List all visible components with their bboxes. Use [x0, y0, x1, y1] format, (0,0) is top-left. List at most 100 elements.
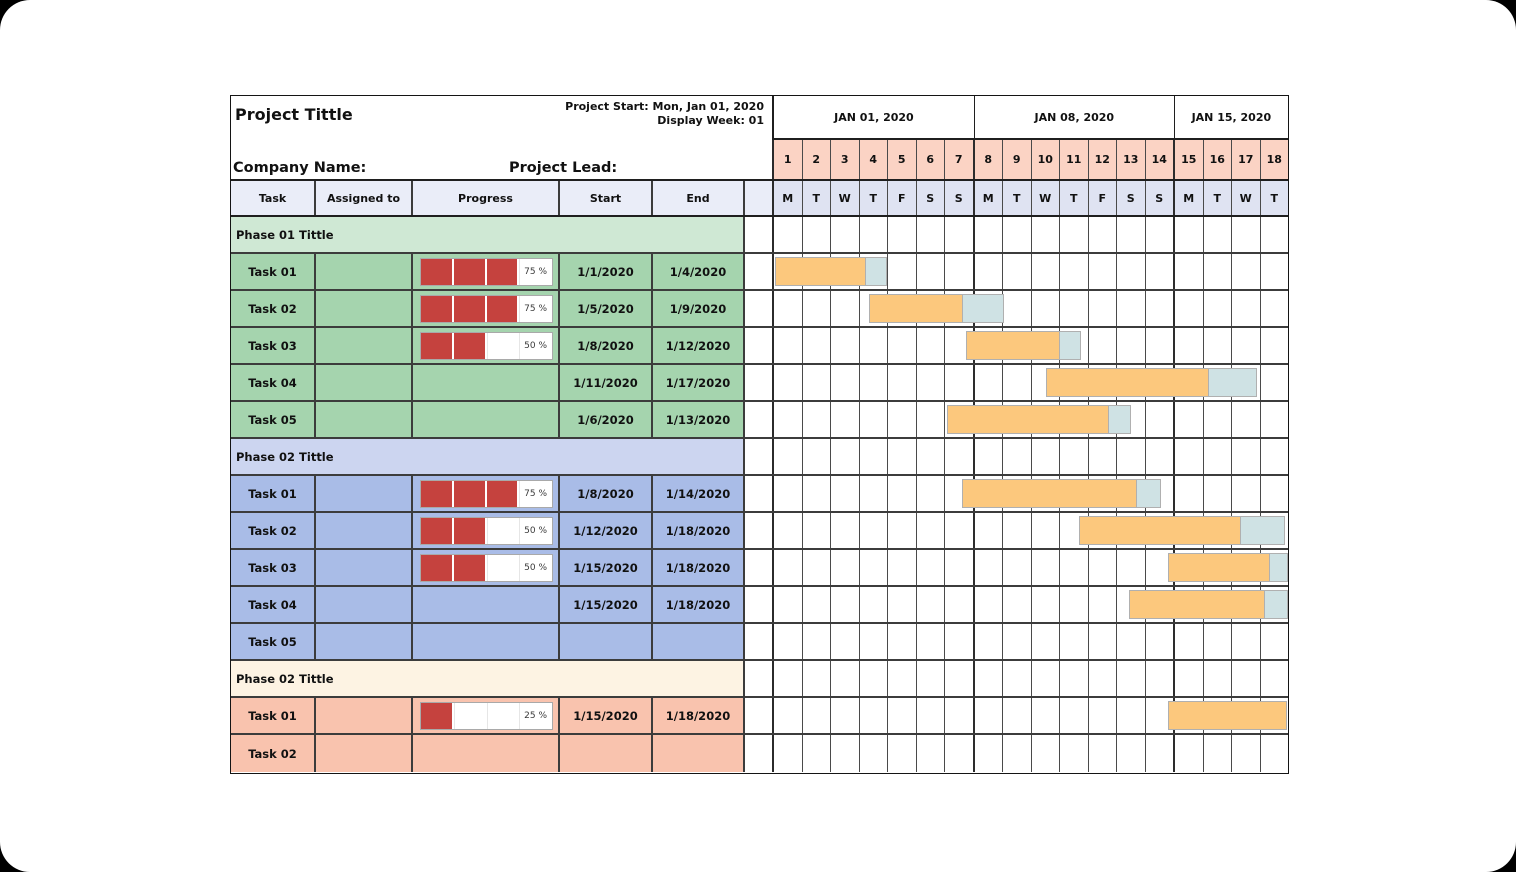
day-grid-cell	[801, 735, 831, 772]
company-name-label[interactable]: Company Name:	[233, 160, 367, 176]
end-date-cell[interactable]: 1/18/2020	[651, 587, 743, 622]
day-grid-cell	[774, 476, 802, 511]
task-name-cell[interactable]: Task 01	[231, 698, 314, 733]
task-name-cell[interactable]: Task 01	[231, 476, 314, 511]
progress-label: 50 %	[524, 341, 547, 351]
assigned-to-cell[interactable]	[314, 402, 411, 437]
assigned-to-cell[interactable]	[314, 624, 411, 659]
day-grid-cell	[1144, 698, 1174, 733]
start-date-cell[interactable]: 1/12/2020	[558, 513, 651, 548]
end-date-cell[interactable]: 1/12/2020	[651, 328, 743, 363]
day-grid-cell	[1202, 439, 1232, 474]
progress-segment	[519, 333, 552, 359]
task-name-cell[interactable]: Task 02	[231, 291, 314, 326]
gantt-bar-remaining	[1264, 590, 1288, 619]
day-grid-cell	[1173, 476, 1203, 511]
progress-cell[interactable]: 50 %	[411, 513, 558, 548]
project-title[interactable]: Project Tittle	[235, 105, 353, 124]
day-grid-cell	[858, 698, 888, 733]
progress-cell[interactable]: 75 %	[411, 476, 558, 511]
progress-cell[interactable]: 50 %	[411, 328, 558, 363]
assigned-to-cell[interactable]	[314, 698, 411, 733]
phase-title-row: Phase 01 Tittle	[231, 217, 1288, 254]
end-date-cell[interactable]: 1/18/2020	[651, 698, 743, 733]
progress-cell[interactable]: 75 %	[411, 291, 558, 326]
progress-cell[interactable]: 25 %	[411, 698, 558, 733]
day-grid-cell	[1116, 624, 1145, 659]
company-block: Company Name: Project Lead:	[231, 140, 772, 179]
start-date-cell[interactable]: 1/15/2020	[558, 698, 651, 733]
start-date-cell[interactable]	[558, 735, 651, 772]
gap-cell	[743, 661, 772, 696]
progress-cell[interactable]	[411, 624, 558, 659]
end-date-cell[interactable]: 1/18/2020	[651, 550, 743, 585]
day-grid-cell	[915, 735, 945, 772]
start-date-cell[interactable]: 1/15/2020	[558, 587, 651, 622]
day-grid-cell	[1231, 439, 1260, 474]
day-grid-cell	[1030, 217, 1060, 252]
day-letter-cell: T	[1259, 181, 1288, 215]
gantt-bar-progress	[1079, 516, 1241, 545]
task-name-cell[interactable]: Task 03	[231, 328, 314, 363]
day-grid-cell	[915, 698, 945, 733]
gap-cell	[743, 254, 772, 289]
day-grid-cell	[1059, 624, 1088, 659]
progress-cell[interactable]	[411, 365, 558, 400]
start-date-cell[interactable]	[558, 624, 651, 659]
phase-title-cell[interactable]: Phase 02 Tittle	[231, 661, 743, 696]
end-date-cell[interactable]: 1/18/2020	[651, 513, 743, 548]
phase-title-cell[interactable]: Phase 02 Tittle	[231, 439, 743, 474]
task-name-cell[interactable]: Task 03	[231, 550, 314, 585]
assigned-to-cell[interactable]	[314, 365, 411, 400]
assigned-to-cell[interactable]	[314, 587, 411, 622]
start-date-cell[interactable]: 1/11/2020	[558, 365, 651, 400]
day-grid-cell	[972, 661, 1003, 696]
day-grid-cell	[1116, 291, 1145, 326]
assigned-to-cell[interactable]	[314, 550, 411, 585]
progress-bar: 75 %	[420, 295, 553, 323]
progress-segment	[453, 481, 487, 507]
task-name-cell[interactable]: Task 04	[231, 365, 314, 400]
end-date-cell[interactable]: 1/17/2020	[651, 365, 743, 400]
progress-cell[interactable]: 75 %	[411, 254, 558, 289]
start-date-cell[interactable]: 1/5/2020	[558, 291, 651, 326]
day-grid-cell	[887, 476, 916, 511]
phase-title-cell[interactable]: Phase 01 Tittle	[231, 217, 743, 252]
task-name-cell[interactable]: Task 02	[231, 513, 314, 548]
day-grid-cell	[1002, 291, 1031, 326]
task-name-cell[interactable]: Task 02	[231, 735, 314, 772]
day-letter-cell: W	[830, 181, 859, 215]
day-grid-cell	[1144, 254, 1174, 289]
task-name-cell[interactable]: Task 01	[231, 254, 314, 289]
task-name-cell[interactable]: Task 04	[231, 587, 314, 622]
assigned-to-cell[interactable]	[314, 476, 411, 511]
task-name-cell[interactable]: Task 05	[231, 402, 314, 437]
project-lead-label[interactable]: Project Lead:	[509, 160, 618, 176]
gantt-bar-progress	[775, 257, 866, 286]
progress-cell[interactable]: 50 %	[411, 550, 558, 585]
start-date-cell[interactable]: 1/1/2020	[558, 254, 651, 289]
day-grid-cell	[1144, 624, 1174, 659]
start-date-cell[interactable]: 1/15/2020	[558, 550, 651, 585]
start-date-cell[interactable]: 1/6/2020	[558, 402, 651, 437]
task-name-cell[interactable]: Task 05	[231, 624, 314, 659]
end-date-cell[interactable]: 1/13/2020	[651, 402, 743, 437]
progress-cell[interactable]	[411, 735, 558, 772]
day-number-cell: 1	[774, 140, 802, 179]
start-date-cell[interactable]: 1/8/2020	[558, 476, 651, 511]
assigned-to-cell[interactable]	[314, 328, 411, 363]
end-date-cell[interactable]	[651, 735, 743, 772]
end-date-cell[interactable]: 1/4/2020	[651, 254, 743, 289]
day-grid-cell	[887, 254, 916, 289]
end-date-cell[interactable]: 1/9/2020	[651, 291, 743, 326]
end-date-cell[interactable]	[651, 624, 743, 659]
progress-cell[interactable]	[411, 587, 558, 622]
assigned-to-cell[interactable]	[314, 735, 411, 772]
start-date-cell[interactable]: 1/8/2020	[558, 328, 651, 363]
assigned-to-cell[interactable]	[314, 291, 411, 326]
end-date-cell[interactable]: 1/14/2020	[651, 476, 743, 511]
assigned-to-cell[interactable]	[314, 254, 411, 289]
progress-cell[interactable]	[411, 402, 558, 437]
assigned-to-cell[interactable]	[314, 513, 411, 548]
day-grid-cell	[972, 513, 1003, 548]
